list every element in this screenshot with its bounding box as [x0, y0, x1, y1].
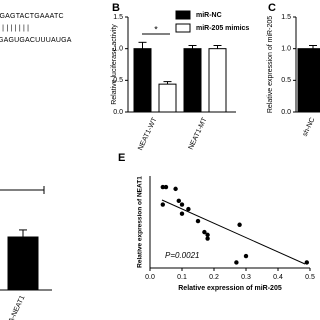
point: [173, 186, 178, 192]
x-axis-label: Relative expression of miR-205: [178, 285, 282, 292]
y-axis-label: Relative luciferase activity: [111, 24, 118, 105]
point: [160, 184, 165, 190]
point: [237, 222, 242, 227]
regression-line: [161, 199, 306, 265]
y-axis-label: Relative expression of miR-205: [267, 16, 274, 113]
point: [163, 184, 169, 190]
y-tick-label: 0.5: [113, 77, 123, 84]
point: [186, 206, 191, 212]
point: [179, 211, 185, 216]
point: [243, 253, 249, 259]
point: [205, 232, 210, 238]
x-tick-label: sh-NC: [302, 117, 317, 138]
sequence-line: | | | | | | | |: [0, 25, 29, 32]
x-tick-label: NEAT1-WT: [137, 116, 159, 152]
x-tick-label: 0.4: [273, 274, 283, 281]
point: [195, 218, 201, 224]
x-tick-label: 0.5: [305, 274, 315, 281]
y-tick-label: 1.0: [281, 46, 291, 53]
y-tick-label: 0.0: [113, 109, 123, 116]
legend-label: miR-205 mimics: [196, 25, 249, 32]
bar: [7, 236, 39, 291]
legend-label: miR-NC: [196, 12, 222, 19]
panel-label: E: [118, 152, 125, 164]
x-tick-label: NEAT1-MT: [188, 116, 209, 151]
y-tick-label: 1.5: [113, 14, 123, 21]
x-tick-label: 0.2: [209, 274, 219, 281]
y-axis-label: Relative expression of NEAT1: [137, 176, 144, 268]
point: [205, 236, 210, 241]
legend-swatch: [175, 23, 191, 33]
x-tick-label: 0.0: [145, 274, 155, 281]
y-tick-label: 0.5: [281, 77, 291, 84]
y-tick-label: 1.5: [281, 14, 291, 21]
point: [304, 260, 309, 265]
bar: [297, 48, 320, 113]
x-tick-label: cDNA-NEAT1: [2, 295, 26, 320]
legend-swatch: [175, 10, 191, 20]
significance-mark: *: [154, 24, 158, 34]
point: [234, 260, 239, 265]
x-tick-label: 0.3: [241, 274, 251, 281]
x-tick-label: 0.1: [177, 274, 187, 281]
y-tick-label: 0.0: [281, 109, 291, 116]
point: [202, 229, 207, 235]
point: [179, 202, 185, 207]
y-tick-label: 1.0: [113, 46, 123, 53]
panel-label: C: [268, 2, 276, 14]
p-value: P=0.0021: [165, 251, 199, 260]
point: [176, 198, 181, 204]
bar: [133, 48, 152, 113]
bar: [183, 48, 202, 113]
point: [160, 202, 165, 207]
sequence-line: GAGUGACUUUAUGA: [0, 37, 72, 44]
panel-label: B: [112, 2, 120, 14]
bar: [158, 83, 177, 113]
bar: [208, 48, 227, 113]
sequence-line: 'GAGTACTGAAATC: [0, 13, 64, 20]
